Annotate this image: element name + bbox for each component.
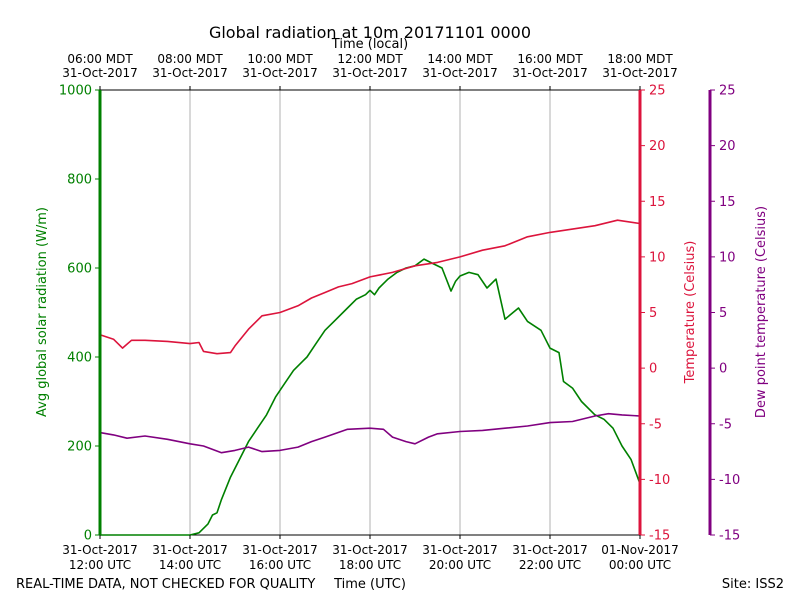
temperature-tick-label: 5 — [649, 306, 657, 321]
top-tick-label-time: 06:00 MDT — [67, 52, 133, 66]
site-label: Site: ISS2 — [722, 577, 784, 592]
top-tick-label-time: 14:00 MDT — [427, 52, 493, 66]
temperature-line — [99, 219, 641, 355]
top-tick-label-date: 31-Oct-2017 — [332, 66, 408, 80]
dewpoint-tick-label: 20 — [719, 139, 736, 154]
radiation-line — [100, 258, 641, 536]
temperature-axis-ticks: -15 -10 -5 0 5 10 15 20 25 — [640, 84, 670, 544]
top-tick-label-time: 12:00 MDT — [337, 52, 403, 66]
temperature-tick-label: -15 — [649, 529, 670, 544]
dewpoint-tick-label: -10 — [719, 473, 740, 488]
temperature-tick-label: 0 — [649, 362, 657, 377]
dewpoint-tick-label: 15 — [719, 195, 736, 210]
series-layer — [99, 219, 641, 536]
dewpoint-tick-label: 0 — [719, 362, 727, 377]
dewpoint-axis-label: Dew point temperature (Celsius) — [754, 206, 769, 418]
x-tick-label-date: 31-Oct-2017 — [62, 543, 138, 557]
temperature-tick-label: -10 — [649, 473, 670, 488]
x-tick-label-date: 31-Oct-2017 — [242, 543, 318, 557]
top-tick-label-date: 31-Oct-2017 — [152, 66, 228, 80]
top-tick-label-time: 18:00 MDT — [607, 52, 673, 66]
top-axis-label: Time (local) — [331, 37, 408, 52]
x-tick-label-date: 31-Oct-2017 — [152, 543, 228, 557]
top-tick-label-time: 08:00 MDT — [157, 52, 223, 66]
dewpoint-line — [99, 412, 641, 454]
top-tick-label-date: 31-Oct-2017 — [602, 66, 678, 80]
x-tick-label-time: 00:00 UTC — [609, 558, 671, 572]
dewpoint-axis-ticks: -15 -10 -5 0 5 10 15 20 25 — [710, 84, 740, 544]
quality-notice: REAL-TIME DATA, NOT CHECKED FOR QUALITY — [16, 577, 315, 592]
top-tick-label-time: 10:00 MDT — [247, 52, 313, 66]
dewpoint-tick-label: 10 — [719, 250, 736, 265]
x-tick-label-date: 31-Oct-2017 — [512, 543, 588, 557]
dewpoint-tick-label: -15 — [719, 529, 740, 544]
radiation-axis-ticks: 0 200 400 600 800 1000 — [59, 84, 100, 544]
temperature-axis-label: Temperature (Celsius) — [683, 241, 698, 385]
temperature-tick-label: 15 — [649, 195, 666, 210]
x-tick-label-time: 20:00 UTC — [429, 558, 491, 572]
x-tick-label-time: 22:00 UTC — [519, 558, 581, 572]
radiation-tick-label: 1000 — [59, 84, 92, 99]
bottom-axis-label: Time (UTC) — [333, 577, 406, 592]
x-tick-label-date: 31-Oct-2017 — [422, 543, 498, 557]
x-tick-label-time: 12:00 UTC — [69, 558, 131, 572]
top-tick-label-date: 31-Oct-2017 — [512, 66, 588, 80]
top-tick-label-date: 31-Oct-2017 — [62, 66, 138, 80]
x-tick-label-date: 31-Oct-2017 — [332, 543, 408, 557]
x-tick-label-date: 01-Nov-2017 — [601, 543, 679, 557]
top-tick-label-date: 31-Oct-2017 — [242, 66, 318, 80]
radiation-tick-label: 0 — [84, 529, 92, 544]
top-tick-label-time: 16:00 MDT — [517, 52, 583, 66]
radiation-tick-label: 200 — [67, 440, 92, 455]
x-tick-label-time: 16:00 UTC — [249, 558, 311, 572]
top-tick-label-date: 31-Oct-2017 — [422, 66, 498, 80]
chart-title: Global radiation at 10m 20171101 0000 — [209, 23, 531, 42]
radiation-tick-label: 600 — [67, 262, 92, 277]
radiation-axis-label: Avg global solar radiation (W/m) — [35, 207, 50, 417]
temperature-tick-label: 25 — [649, 84, 666, 99]
x-tick-label-time: 14:00 UTC — [159, 558, 221, 572]
dewpoint-tick-label: 5 — [719, 306, 727, 321]
dewpoint-tick-label: 25 — [719, 84, 736, 99]
temperature-tick-label: 10 — [649, 250, 666, 265]
radiation-tick-label: 800 — [67, 173, 92, 188]
temperature-tick-label: 20 — [649, 139, 666, 154]
radiation-tick-label: 400 — [67, 351, 92, 366]
temperature-tick-label: -5 — [649, 417, 662, 432]
x-tick-label-time: 18:00 UTC — [339, 558, 401, 572]
dewpoint-tick-label: -5 — [719, 417, 732, 432]
